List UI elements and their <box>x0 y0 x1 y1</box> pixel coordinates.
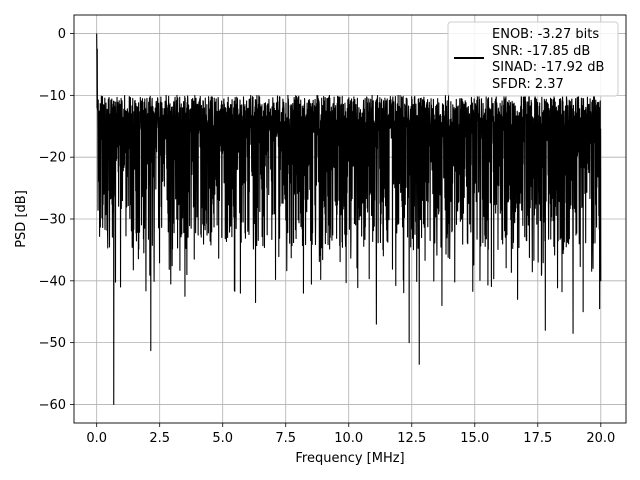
y-tick-label: −40 <box>39 274 66 289</box>
x-axis-label: Frequency [MHz] <box>295 451 404 466</box>
y-tick-label: 0 <box>58 27 66 42</box>
legend-entry-sinad: SINAD: -17.92 dB <box>492 60 604 75</box>
y-tick-label: −50 <box>39 336 66 351</box>
x-tick-label: 5.0 <box>212 431 233 446</box>
legend-entry-sfdr: SFDR: 2.37 <box>492 77 564 92</box>
x-tick-label: 12.5 <box>397 431 426 446</box>
axis-ticks: 0.0 2.5 5.0 7.5 10.0 12.5 15.0 17.5 20.0 0 −10 −20 −… <box>39 27 616 446</box>
x-tick-label: 15.0 <box>460 431 489 446</box>
plot-data <box>96 33 602 405</box>
x-tick-label: 20.0 <box>586 431 615 446</box>
legend-entry-snr: SNR: -17.85 dB <box>492 44 590 59</box>
x-tick-label: 0.0 <box>86 431 107 446</box>
x-tick-label: 7.5 <box>275 431 296 446</box>
psd-series-line <box>96 33 602 405</box>
legend-box <box>447 21 619 97</box>
x-tick-label: 10.0 <box>334 431 363 446</box>
y-tick-label: −10 <box>39 89 66 104</box>
y-axis-label: PSD [dB] <box>14 190 29 248</box>
x-tick-label: 2.5 <box>149 431 170 446</box>
y-tick-label: −30 <box>39 213 66 228</box>
x-tick-label: 17.5 <box>523 431 552 446</box>
y-tick-label: −20 <box>39 151 66 166</box>
legend-entry-enob: ENOB: -3.27 bits <box>492 27 599 42</box>
y-tick-label: −60 <box>39 398 66 413</box>
legend: ENOB: -3.27 bits SNR: -17.85 dB SINAD: -… <box>447 21 619 97</box>
